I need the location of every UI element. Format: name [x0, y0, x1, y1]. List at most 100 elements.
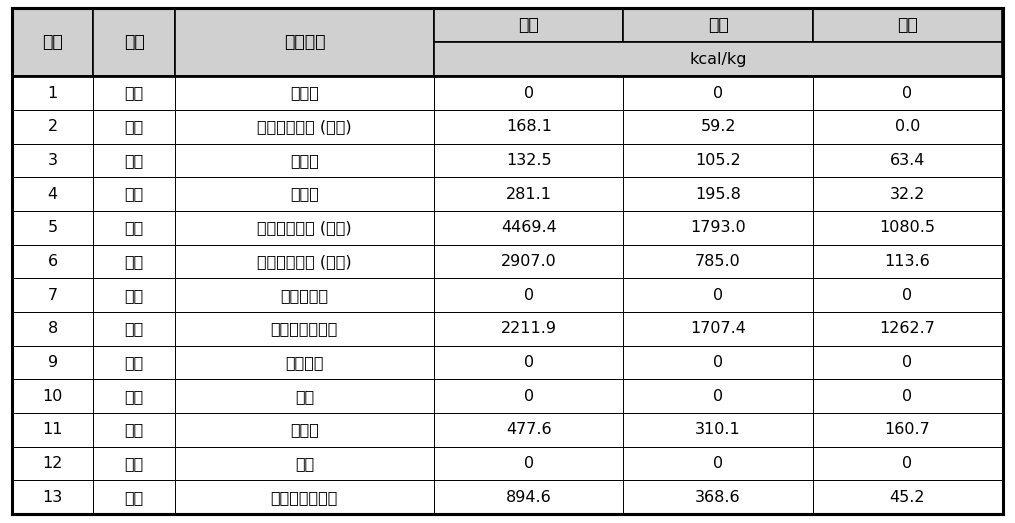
Text: 혼합건설폐기물: 혼합건설폐기물 [271, 321, 338, 336]
Bar [175, 346, 434, 379]
Text: 59.2: 59.2 [700, 119, 736, 134]
Text: 1: 1 [48, 86, 58, 100]
Bar [623, 177, 813, 211]
Bar [813, 76, 1002, 110]
Bar [93, 481, 175, 514]
Text: 배출: 배출 [125, 119, 144, 134]
Text: 지정: 지정 [125, 490, 144, 505]
Text: 0: 0 [713, 86, 723, 100]
Bar [12, 278, 93, 312]
Text: 지정: 지정 [125, 355, 144, 370]
Text: 건설: 건설 [125, 288, 144, 303]
Text: 195.8: 195.8 [695, 187, 741, 201]
Bar [93, 413, 175, 447]
Text: 9: 9 [48, 355, 58, 370]
Text: 2211.9: 2211.9 [500, 321, 557, 336]
Bar [12, 8, 93, 76]
Bar [93, 379, 175, 413]
Text: 지정: 지정 [125, 389, 144, 404]
Text: 1793.0: 1793.0 [690, 220, 746, 235]
Bar [623, 143, 813, 177]
Text: 폐사: 폐사 [294, 456, 314, 471]
Text: 2: 2 [48, 119, 58, 134]
Bar [175, 312, 434, 346]
Bar [175, 143, 434, 177]
Text: 1262.7: 1262.7 [879, 321, 935, 336]
Text: 477.6: 477.6 [506, 423, 551, 437]
Text: 6: 6 [48, 254, 58, 269]
Text: 0: 0 [902, 456, 912, 471]
Text: 785.0: 785.0 [695, 254, 741, 269]
Bar [175, 8, 434, 76]
Bar [623, 8, 813, 42]
Bar [434, 245, 623, 278]
Text: 소각재: 소각재 [290, 153, 319, 168]
Text: 32.2: 32.2 [889, 187, 925, 201]
Bar [434, 413, 623, 447]
Bar [175, 379, 434, 413]
Text: 구분: 구분 [124, 33, 144, 51]
Bar [175, 447, 434, 481]
Bar [93, 346, 175, 379]
Bar [93, 278, 175, 312]
Bar [813, 481, 1002, 514]
Bar [434, 447, 623, 481]
Bar [12, 481, 93, 514]
Text: 순번: 순번 [43, 33, 63, 51]
Text: 10: 10 [43, 389, 63, 404]
Text: 11: 11 [43, 423, 63, 437]
Text: 4469.4: 4469.4 [501, 220, 556, 235]
Text: 2907.0: 2907.0 [501, 254, 556, 269]
Bar [813, 211, 1002, 245]
Bar [434, 278, 623, 312]
Text: 0: 0 [902, 389, 912, 404]
Bar [93, 110, 175, 143]
Bar [93, 447, 175, 481]
Bar [434, 143, 623, 177]
Bar [623, 312, 813, 346]
Bar [93, 177, 175, 211]
Text: 광재류: 광재류 [290, 86, 319, 100]
Text: 3: 3 [48, 153, 58, 168]
Text: 배출: 배출 [125, 220, 144, 235]
Bar [623, 110, 813, 143]
Bar [623, 346, 813, 379]
Text: 0: 0 [524, 86, 534, 100]
Text: 유기성오니류 (폐수): 유기성오니류 (폐수) [257, 220, 352, 235]
Text: 160.7: 160.7 [884, 423, 930, 437]
Text: 63.4: 63.4 [889, 153, 925, 168]
Bar [12, 110, 93, 143]
Bar [434, 42, 1002, 76]
Bar [12, 379, 93, 413]
Bar [12, 143, 93, 177]
Bar [623, 211, 813, 245]
Text: 분진: 분진 [294, 389, 314, 404]
Bar [434, 211, 623, 245]
Bar [175, 245, 434, 278]
Text: 5: 5 [48, 220, 58, 235]
Text: 공정오니: 공정오니 [285, 355, 324, 370]
Text: 45.2: 45.2 [889, 490, 925, 505]
Bar [12, 346, 93, 379]
Bar [623, 481, 813, 514]
Text: 113.6: 113.6 [884, 254, 930, 269]
Text: 저위: 저위 [897, 16, 918, 34]
Bar [813, 143, 1002, 177]
Bar [434, 312, 623, 346]
Bar [813, 379, 1002, 413]
Bar [434, 8, 623, 42]
Bar [813, 8, 1002, 42]
Text: 4: 4 [48, 187, 58, 201]
Text: 연소재: 연소재 [290, 187, 319, 201]
Text: 0: 0 [902, 355, 912, 370]
Bar [813, 346, 1002, 379]
Text: 310.1: 310.1 [695, 423, 741, 437]
Text: 1080.5: 1080.5 [879, 220, 935, 235]
Text: 281.1: 281.1 [505, 187, 552, 201]
Bar [434, 346, 623, 379]
Text: 배출: 배출 [125, 86, 144, 100]
Text: 배출: 배출 [125, 254, 144, 269]
Bar [175, 110, 434, 143]
Text: 168.1: 168.1 [505, 119, 552, 134]
Text: 13: 13 [43, 490, 63, 505]
